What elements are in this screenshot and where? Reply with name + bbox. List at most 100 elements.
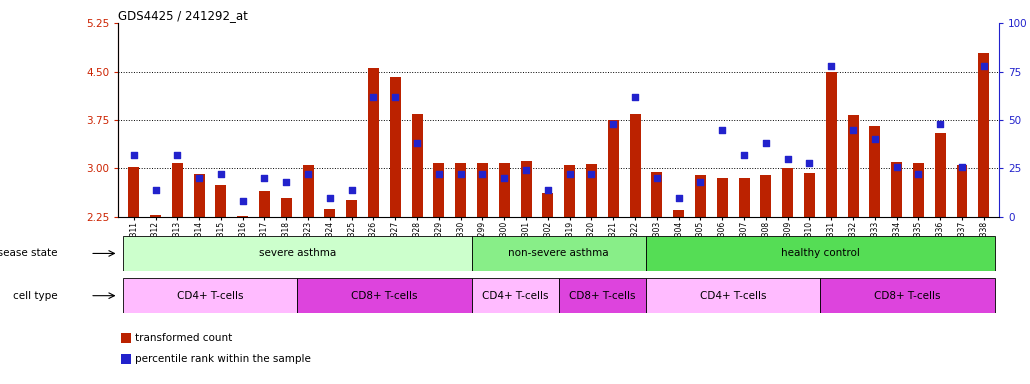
Bar — [826, 71, 836, 217]
Text: CD4+ T-cells: CD4+ T-cells — [700, 291, 766, 301]
Point — [431, 171, 447, 177]
Bar — [674, 210, 684, 217]
Bar — [455, 163, 467, 217]
Bar — [957, 165, 967, 217]
Bar — [172, 163, 182, 217]
Point — [583, 171, 599, 177]
Point — [278, 179, 295, 185]
Point — [605, 121, 621, 127]
Bar — [434, 163, 444, 217]
Point — [452, 171, 469, 177]
Text: cell type: cell type — [12, 291, 58, 301]
Point — [911, 171, 927, 177]
Point — [496, 175, 513, 181]
Point — [387, 94, 404, 100]
Point — [518, 167, 535, 174]
Bar — [477, 163, 488, 217]
Text: non-severe asthma: non-severe asthma — [509, 248, 609, 258]
Bar — [472, 278, 558, 313]
Bar — [129, 167, 139, 217]
Point — [191, 175, 207, 181]
Point — [692, 179, 709, 185]
Point — [758, 140, 775, 146]
Bar — [913, 163, 924, 217]
Point — [540, 187, 556, 193]
Point — [649, 175, 665, 181]
Point — [954, 164, 970, 170]
Point — [256, 175, 273, 181]
Bar — [651, 172, 662, 217]
Bar — [121, 354, 131, 364]
Text: CD8+ T-cells: CD8+ T-cells — [351, 291, 417, 301]
Bar — [629, 114, 641, 217]
Bar — [123, 278, 298, 313]
Bar — [215, 185, 227, 217]
Bar — [608, 120, 619, 217]
Bar — [782, 169, 793, 217]
Bar — [121, 333, 131, 343]
Bar — [869, 126, 881, 217]
Point — [866, 136, 883, 142]
Text: CD4+ T-cells: CD4+ T-cells — [482, 291, 548, 301]
Point — [235, 199, 251, 205]
Bar — [564, 165, 575, 217]
Bar — [739, 178, 750, 217]
Point — [801, 160, 818, 166]
Bar — [412, 114, 422, 217]
Bar — [804, 173, 815, 217]
Bar — [237, 216, 248, 217]
Bar — [717, 178, 728, 217]
Point — [714, 127, 730, 133]
Bar — [978, 53, 989, 217]
Point — [671, 195, 687, 201]
Bar — [646, 278, 820, 313]
Text: percentile rank within the sample: percentile rank within the sample — [135, 354, 311, 364]
Point — [343, 187, 359, 193]
Point — [735, 152, 752, 158]
Text: CD4+ T-cells: CD4+ T-cells — [177, 291, 243, 301]
Bar — [543, 193, 553, 217]
Bar — [820, 278, 995, 313]
Bar — [848, 116, 858, 217]
Bar — [472, 236, 646, 271]
Point — [474, 171, 490, 177]
Bar — [260, 191, 270, 217]
Bar — [123, 236, 472, 271]
Point — [823, 63, 839, 69]
Point — [321, 195, 338, 201]
Point — [409, 140, 425, 146]
Point — [561, 171, 578, 177]
Bar — [346, 200, 357, 217]
Text: severe asthma: severe asthma — [259, 248, 336, 258]
Text: GDS4425 / 241292_at: GDS4425 / 241292_at — [118, 9, 248, 22]
Bar — [586, 164, 597, 217]
Bar — [281, 198, 291, 217]
Point — [366, 94, 382, 100]
Text: CD8+ T-cells: CD8+ T-cells — [570, 291, 636, 301]
Bar — [558, 278, 646, 313]
Bar — [324, 209, 336, 217]
Point — [147, 187, 164, 193]
Point — [627, 94, 644, 100]
Bar — [303, 165, 313, 217]
Text: healthy control: healthy control — [781, 248, 860, 258]
Text: CD8+ T-cells: CD8+ T-cells — [874, 291, 940, 301]
Text: disease state: disease state — [0, 248, 58, 258]
Bar — [298, 278, 472, 313]
Bar — [695, 175, 706, 217]
Point — [126, 152, 142, 158]
Bar — [760, 175, 771, 217]
Point — [212, 171, 229, 177]
Bar — [150, 215, 161, 217]
Point — [780, 156, 796, 162]
Point — [169, 152, 185, 158]
Bar — [646, 236, 995, 271]
Bar — [194, 174, 205, 217]
Bar — [368, 68, 379, 217]
Point — [300, 171, 316, 177]
Bar — [520, 161, 531, 217]
Point — [975, 63, 992, 69]
Bar — [891, 162, 902, 217]
Bar — [499, 163, 510, 217]
Text: transformed count: transformed count — [135, 333, 232, 343]
